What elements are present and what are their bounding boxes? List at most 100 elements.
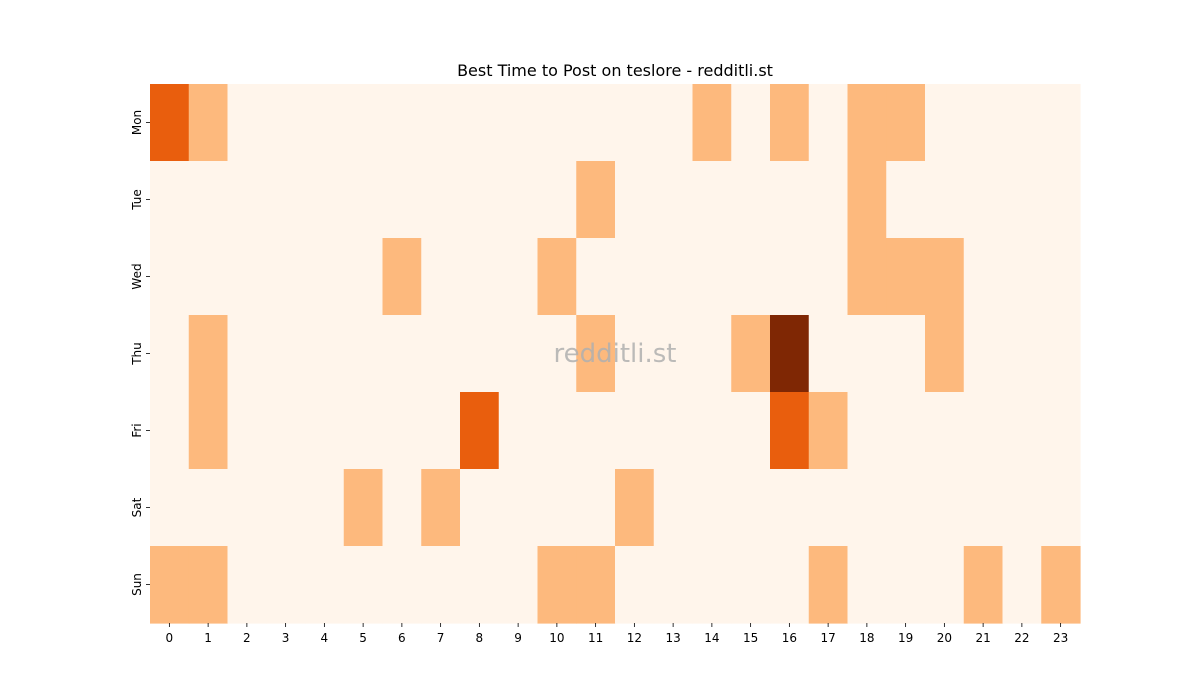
- heatmap-cell: [653, 392, 694, 470]
- heatmap-cell: [382, 315, 422, 393]
- heatmap-cell: [576, 392, 616, 470]
- heatmap-cell: [847, 238, 887, 316]
- y-tick-label: Thu: [130, 342, 144, 366]
- heatmap-cell: [886, 161, 926, 239]
- heatmap-cell: [731, 469, 771, 547]
- x-tick-label: 1: [204, 631, 212, 645]
- heatmap-cell: [886, 392, 926, 470]
- heatmap-cell: [305, 238, 345, 316]
- heatmap-cell: [1041, 161, 1081, 239]
- heatmap-cell: [615, 546, 655, 624]
- heatmap-cell: [925, 84, 965, 162]
- x-tick-label: 3: [282, 631, 290, 645]
- x-tick-label: 12: [627, 631, 642, 645]
- heatmap-cell: [731, 392, 771, 470]
- heatmap-cell: [653, 84, 694, 162]
- heatmap-cell: [1041, 315, 1081, 393]
- heatmap-cell: [615, 161, 655, 239]
- heatmap-cell: [421, 469, 461, 547]
- heatmap-cell: [150, 546, 190, 624]
- y-tick-label: Sun: [130, 573, 144, 596]
- heatmap-cell: [886, 84, 926, 162]
- x-tick-label: 20: [937, 631, 952, 645]
- heatmap-cell: [808, 315, 849, 393]
- heatmap-cell: [266, 546, 306, 624]
- heatmap-cell: [343, 469, 384, 547]
- heatmap-cell: [305, 315, 345, 393]
- heatmap-cell: [653, 238, 694, 316]
- heatmap-cell: [886, 546, 926, 624]
- heatmap-cell: [343, 84, 384, 162]
- heatmap-cell: [731, 161, 771, 239]
- x-tick-label: 13: [665, 631, 680, 645]
- heatmap-cell: [343, 315, 384, 393]
- heatmap-cell: [576, 315, 616, 393]
- y-tick-label: Tue: [130, 189, 144, 211]
- heatmap-cell: [266, 392, 306, 470]
- y-tick-label: Sat: [130, 497, 144, 517]
- heatmap-cell: [886, 238, 926, 316]
- x-tick-label: 0: [166, 631, 174, 645]
- heatmap-cell: [963, 315, 1004, 393]
- y-axis: Mon Tue Wed Thu Fri Sat Sun: [130, 110, 150, 596]
- heatmap-cell: [266, 469, 306, 547]
- heatmap-cell: [925, 392, 965, 470]
- x-tick-label: 15: [743, 631, 758, 645]
- heatmap-cell: [886, 315, 926, 393]
- heatmap-cell: [1002, 392, 1042, 470]
- x-tick-label: 9: [514, 631, 522, 645]
- heatmap-cell: [188, 546, 229, 624]
- heatmap-cell: [227, 84, 267, 162]
- heatmap-cell: [770, 315, 810, 393]
- heatmap-cell: [188, 238, 229, 316]
- heatmap-cell: [382, 84, 422, 162]
- heatmap-cell: [1002, 84, 1042, 162]
- x-tick-label: 17: [820, 631, 835, 645]
- heatmap-cell: [460, 161, 500, 239]
- heatmap-cell: [847, 161, 887, 239]
- heatmap-cell: [692, 84, 732, 162]
- heatmap-cell: [808, 84, 849, 162]
- heatmap-cells: [150, 84, 1081, 624]
- heatmap-cell: [421, 161, 461, 239]
- heatmap-cell: [963, 238, 1004, 316]
- heatmap-cell: [460, 84, 500, 162]
- watermark-text: redditli.st: [554, 339, 677, 369]
- heatmap-cell: [305, 392, 345, 470]
- heatmap-cell: [150, 84, 190, 162]
- heatmap-cell: [537, 238, 577, 316]
- heatmap-cell: [305, 161, 345, 239]
- heatmap-cell: [1041, 392, 1081, 470]
- heatmap-cell: [808, 546, 849, 624]
- heatmap-cell: [227, 161, 267, 239]
- heatmap-cell: [847, 315, 887, 393]
- heatmap-cell: [343, 546, 384, 624]
- heatmap-cell: [847, 84, 887, 162]
- heatmap-cell: [1002, 161, 1042, 239]
- heatmap-cell: [576, 238, 616, 316]
- heatmap-cell: [421, 315, 461, 393]
- heatmap-cell: [343, 238, 384, 316]
- x-tick-label: 10: [549, 631, 564, 645]
- heatmap-cell: [963, 392, 1004, 470]
- x-tick-label: 22: [1014, 631, 1029, 645]
- y-tick-label: Fri: [130, 423, 144, 437]
- heatmap-cell: [421, 84, 461, 162]
- heatmap-cell: [1041, 238, 1081, 316]
- heatmap-cell: [188, 161, 229, 239]
- heatmap-cell: [537, 392, 577, 470]
- heatmap-cell: [188, 392, 229, 470]
- heatmap-cell: [343, 392, 384, 470]
- heatmap-cell: [1002, 469, 1042, 547]
- heatmap-cell: [382, 392, 422, 470]
- heatmap-cell: [1041, 546, 1081, 624]
- heatmap-cell: [770, 161, 810, 239]
- heatmap-cell: [770, 392, 810, 470]
- x-tick-label: 5: [359, 631, 367, 645]
- heatmap-cell: [227, 392, 267, 470]
- heatmap-cell: [150, 392, 190, 470]
- heatmap-cell: [692, 238, 732, 316]
- heatmap-cell: [808, 238, 849, 316]
- heatmap-cell: [692, 469, 732, 547]
